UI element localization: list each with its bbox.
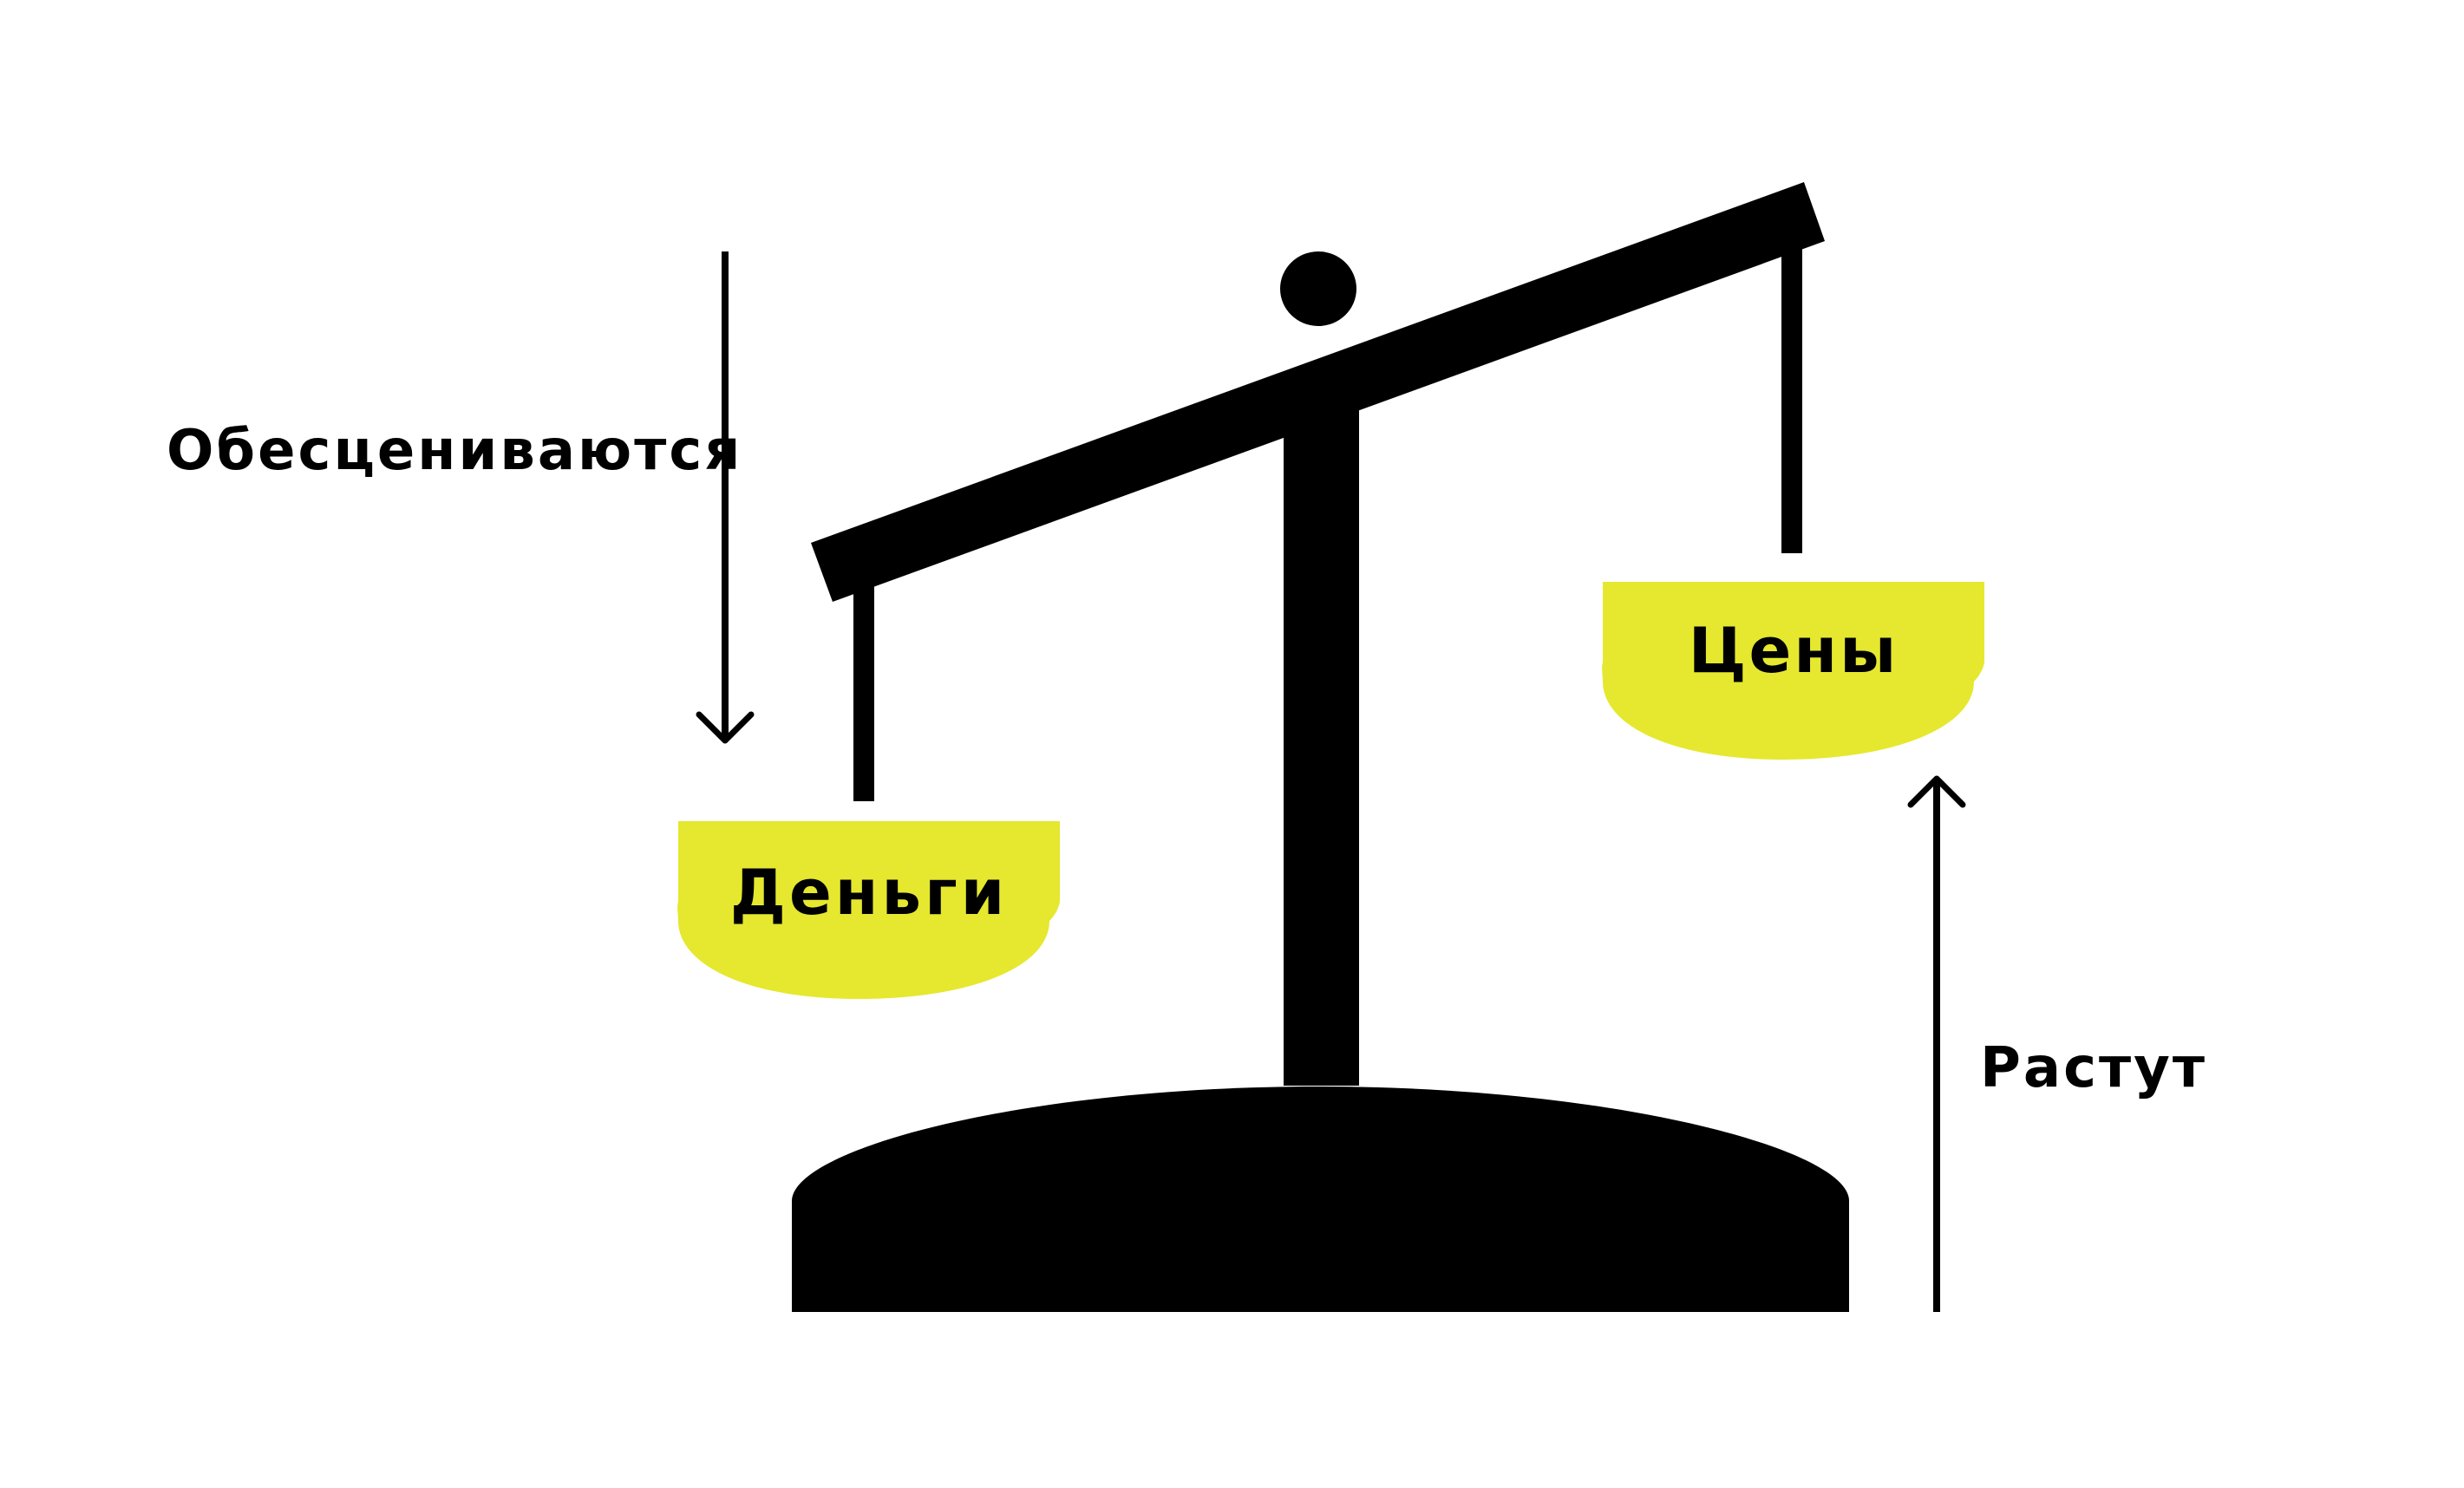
scale-pillar <box>1284 382 1359 1086</box>
scale-knob <box>1280 251 1356 326</box>
down-arrow-head <box>696 711 755 744</box>
up-arrow-head <box>1907 775 1966 808</box>
rise-label: Растут <box>1980 1036 2207 1100</box>
right-hanger <box>1781 215 1802 553</box>
money-label: Деньги <box>729 856 1009 929</box>
left-hanger <box>853 576 874 801</box>
money-pan <box>677 821 1060 999</box>
scale-base <box>792 1087 1849 1312</box>
devalue-label: Обесцениваются <box>167 419 743 483</box>
prices-label: Цены <box>1688 614 1899 687</box>
scale-beam <box>811 182 1825 602</box>
prices-pan <box>1602 582 1984 760</box>
